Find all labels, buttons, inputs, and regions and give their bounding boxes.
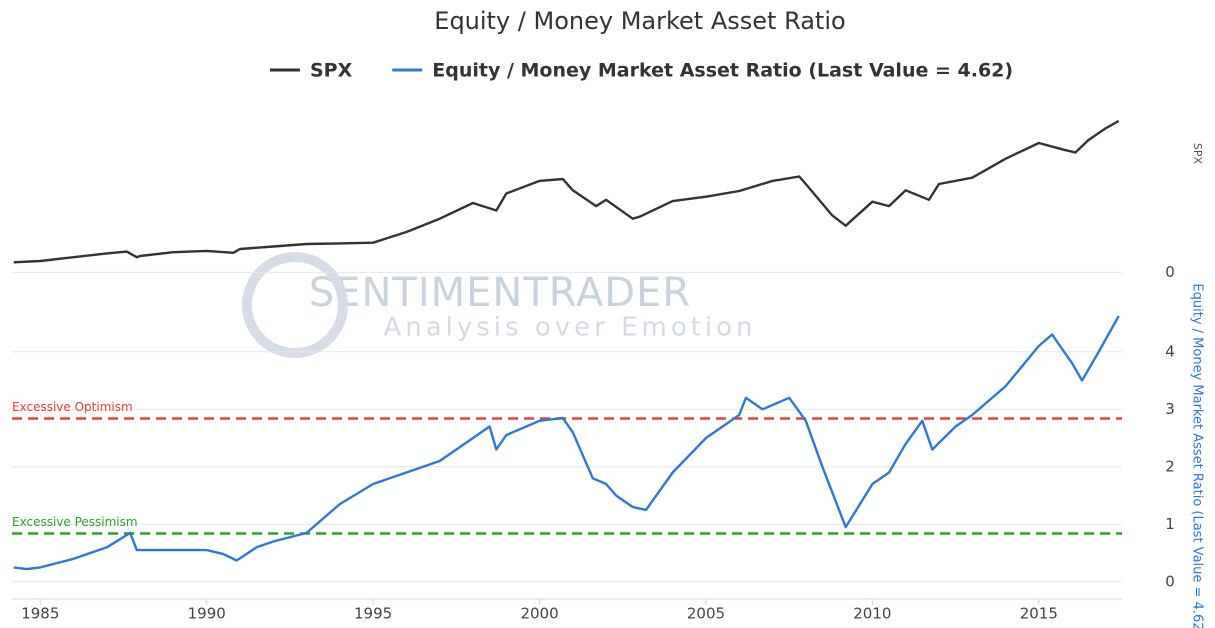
- y-tick-label: 0: [1165, 263, 1175, 281]
- y-tick-label: 4: [1165, 342, 1175, 360]
- reference-label: Excessive Pessimism: [12, 515, 138, 529]
- chart-title: Equity / Money Market Asset Ratio: [434, 7, 845, 35]
- x-tick-label: 1990: [188, 605, 226, 623]
- series-line: [13, 315, 1120, 571]
- x-tick-label: 1985: [21, 605, 59, 623]
- reference-label: Excessive Optimism: [12, 400, 133, 414]
- y-tick-label: 2: [1165, 457, 1175, 475]
- y-axis-label: Equity / Money Market Asset Ratio (Last …: [1190, 283, 1205, 628]
- watermark-subtitle: Analysis over Emotion: [383, 313, 756, 343]
- x-tick-label: 2015: [1020, 605, 1058, 623]
- watermark-logo: [242, 252, 348, 358]
- y-tick-label: 1: [1165, 515, 1175, 533]
- y-tick-label: 0: [1165, 572, 1175, 590]
- x-tick-label: 2000: [520, 605, 558, 623]
- series-line: [13, 119, 1120, 264]
- y-axis-label: SPX: [1191, 143, 1204, 165]
- legend-label: SPX: [310, 60, 353, 82]
- x-tick-label: 1995: [354, 605, 392, 623]
- watermark: SENTIMENTRADER: [309, 270, 691, 316]
- x-tick-label: 2005: [687, 605, 725, 623]
- x-tick-label: 2010: [853, 605, 891, 623]
- y-tick-label: 3: [1165, 400, 1175, 418]
- legend-label: Equity / Money Market Asset Ratio (Last …: [432, 60, 1013, 82]
